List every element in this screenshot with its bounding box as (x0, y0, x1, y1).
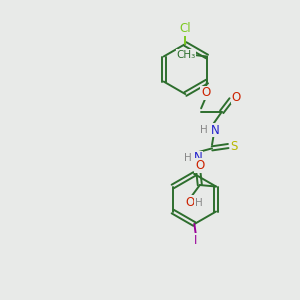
Text: O: O (195, 159, 205, 172)
Text: N: N (211, 124, 219, 136)
Text: H: H (200, 125, 208, 135)
Text: Cl: Cl (179, 22, 191, 35)
Text: O: O (201, 86, 210, 99)
Text: N: N (194, 151, 203, 164)
Text: S: S (230, 140, 238, 152)
Text: O: O (232, 91, 241, 103)
Text: CH₃: CH₃ (176, 50, 195, 60)
Text: O: O (185, 196, 195, 209)
Text: I: I (194, 234, 197, 247)
Text: H: H (184, 153, 191, 163)
Text: H: H (195, 198, 203, 208)
